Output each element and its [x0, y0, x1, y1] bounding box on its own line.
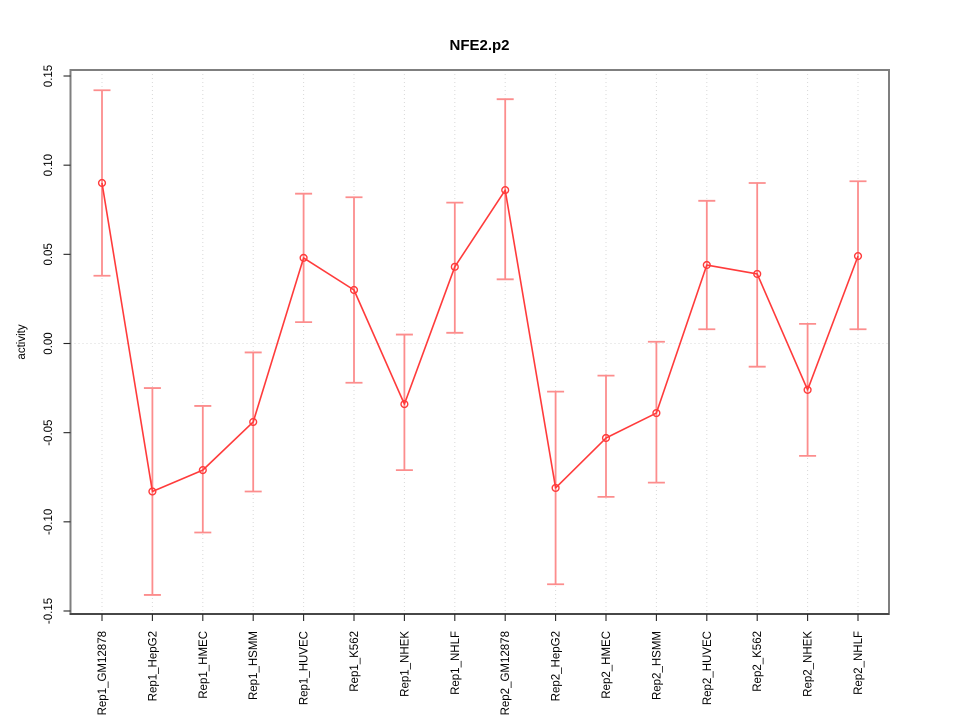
x-tick-label: Rep1_NHEK — [399, 631, 411, 697]
data-point — [97, 178, 107, 188]
x-tick-label: Rep2_NHLF — [853, 631, 865, 695]
data-point — [349, 285, 359, 295]
y-axis-label: activity — [16, 324, 28, 359]
data-point — [501, 186, 510, 195]
data-point — [450, 262, 459, 271]
data-point — [299, 253, 308, 263]
data-point — [652, 408, 661, 418]
data-point — [803, 385, 812, 394]
data-point — [551, 483, 560, 493]
x-tick-label: Rep2_HMEC — [601, 631, 613, 699]
data-point — [702, 260, 711, 270]
x-tick-label: Rep1_HMEC — [198, 631, 210, 699]
x-tick-label: Rep2_HSMM — [651, 631, 663, 700]
x-tick-label: Rep1_K562 — [349, 631, 361, 692]
series-line — [101, 182, 859, 493]
data-point — [853, 252, 863, 261]
x-tick-label: Rep1_NHLF — [450, 631, 462, 695]
x-tick-label: Rep2_NHEK — [803, 631, 815, 697]
y-tick-label: 0.05 — [43, 243, 55, 265]
data-point — [249, 417, 258, 427]
y-tick-label: -0.10 — [43, 509, 55, 535]
data-point — [601, 433, 611, 443]
x-tick-label: Rep1_HepG2 — [147, 631, 159, 701]
y-tick-label: 0.10 — [43, 154, 55, 176]
x-tick-label: Rep2_GM12878 — [500, 631, 512, 715]
data-point — [400, 400, 409, 409]
data-point — [148, 487, 157, 496]
y-tick-label: 0.15 — [43, 65, 55, 87]
data-point — [753, 269, 762, 279]
data-point — [198, 466, 207, 475]
chart-generated-layers: 0.15 0.10 0.05 0.00 -0.05 -0.10 -0.15 Rep1_GM12… — [43, 65, 890, 715]
x-tick-label: Rep2_HepG2 — [551, 631, 563, 701]
plot-border — [69, 69, 890, 615]
x-tick-label: Rep2_HUVEC — [702, 631, 714, 705]
y-tick-label: -0.15 — [43, 598, 55, 624]
x-tick-label: Rep1_GM12878 — [97, 631, 109, 715]
x-tick-label: Rep1_HUVEC — [299, 631, 311, 705]
chart-title: NFE2.p2 — [449, 37, 509, 54]
x-tick-label: Rep1_HSMM — [248, 631, 260, 700]
y-tick-label: 0.00 — [43, 332, 55, 354]
y-tick-label: -0.05 — [43, 420, 55, 446]
x-tick-label: Rep2_K562 — [752, 631, 764, 692]
